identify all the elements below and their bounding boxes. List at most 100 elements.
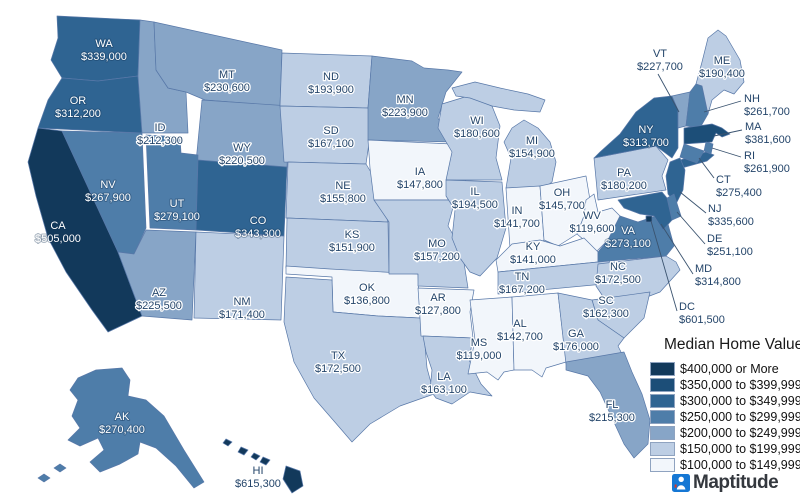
state-abbr: IN [512,205,523,217]
legend-item: $250,000 to $299,999 [650,409,800,425]
state-label-mo: MO $157,200 [414,238,460,263]
legend-title: Median Home Value [664,336,800,353]
state-fl[interactable] [565,351,651,459]
state-value: $136,800 [344,295,390,307]
state-value: $230,600 [204,82,250,94]
state-label-ca: CA $505,000 [35,220,81,245]
state-value: $190,400 [699,68,745,80]
state-abbr: MI [526,135,538,147]
state-label-wa: WA $339,000 [81,38,127,63]
state-abbr: NM [233,296,250,308]
state-value: $312,200 [55,108,101,120]
legend-item: $300,000 to $349,999 [650,393,800,409]
state-abbr: DE [707,233,722,245]
state-nc[interactable] [595,255,681,303]
legend-rows: $400,000 or More $350,000 to $399,999 $300… [650,361,800,473]
state-label-ks: KS $151,900 [329,229,375,254]
state-value: $180,600 [454,128,500,140]
state-abbr: WI [470,115,483,127]
state-mo[interactable] [373,199,469,289]
legend-label: $100,000 to $149,999 [680,458,800,472]
state-ct[interactable] [679,143,705,164]
state-label-ok: OK $136,800 [344,282,390,307]
state-abbr: WA [95,38,113,50]
state-label-al: AL $142,700 [497,318,543,343]
legend-item: $350,000 to $399,999 [650,377,800,393]
state-value: $225,500 [136,300,182,312]
state-hi[interactable] [222,438,304,494]
state-abbr: NH [744,93,760,105]
state-co[interactable] [195,159,288,237]
legend-item: $400,000 or More [650,361,800,377]
leader-line-ri [711,147,742,158]
state-tx[interactable] [283,276,435,443]
state-mi[interactable] [451,81,557,189]
leader-line-ct [698,157,715,179]
state-abbr: RI [744,150,755,162]
state-value: $261,900 [744,163,790,175]
state-ri[interactable] [703,141,714,155]
state-il[interactable] [445,179,507,277]
state-value: $163,100 [421,384,467,396]
state-label-vt: VT $227,700 [637,48,683,73]
state-abbr: SC [598,295,613,307]
state-value: $162,300 [583,308,629,320]
state-value: $176,000 [553,341,599,353]
legend-swatch [650,394,675,408]
state-label-ut: UT $279,100 [154,198,200,223]
state-abbr: OH [554,187,571,199]
legend-swatch [650,378,675,392]
state-abbr: MD [695,263,712,275]
state-value: $267,900 [85,192,131,204]
state-value: $220,500 [219,155,265,167]
state-la[interactable] [422,335,493,405]
state-abbr: VA [621,225,636,237]
state-nm[interactable] [193,231,285,321]
state-ut[interactable] [145,134,199,231]
state-ma[interactable] [683,123,731,145]
state-value: $251,100 [707,246,753,258]
maptitude-logo-icon [672,474,690,492]
state-ak[interactable] [37,367,205,489]
state-value: $119,600 [569,223,614,235]
leader-line-nh [703,100,742,113]
state-abbr: MA [745,121,762,133]
state-or[interactable] [37,75,143,134]
legend-swatch [650,442,675,456]
state-label-wv: WV $119,600 [569,210,614,235]
state-abbr: NE [335,180,350,192]
state-value: $343,300 [235,228,281,240]
legend-item: $100,000 to $149,999 [650,457,800,473]
state-label-ma: MA $381,600 [745,121,791,146]
state-nv[interactable] [61,130,147,255]
state-label-nd: ND $193,900 [308,71,354,96]
state-abbr: NV [100,179,116,191]
state-label-va: VA $273,100 [605,225,651,250]
state-abbr: OK [359,282,376,294]
state-value: $171,400 [219,309,265,321]
state-abbr: NJ [708,203,721,215]
state-label-md: MD $314,800 [695,263,741,288]
leader-line-nj [679,191,707,214]
state-label-ri: RI $261,900 [744,150,790,175]
state-abbr: AR [430,292,445,304]
legend-item: $200,000 to $249,999 [650,425,800,441]
state-value: $193,900 [308,84,354,96]
state-abbr: WV [583,210,601,222]
state-label-in: IN $141,700 [494,205,540,230]
state-label-la: LA $163,100 [421,371,467,396]
state-abbr: AK [115,411,130,423]
state-value: $155,800 [320,193,366,205]
state-value: $151,900 [329,242,375,254]
state-value: $227,700 [637,61,683,73]
legend-label: $200,000 to $249,999 [680,426,800,440]
state-dc[interactable] [645,215,653,223]
state-label-pa: PA $180,200 [601,167,647,192]
maptitude-logo: Maptitude [672,472,779,494]
state-label-nj: NJ $335,600 [708,203,754,228]
state-mn[interactable] [367,55,463,143]
state-me[interactable] [695,29,745,115]
state-label-sd: SD $167,100 [308,125,354,150]
state-md[interactable] [617,191,673,231]
